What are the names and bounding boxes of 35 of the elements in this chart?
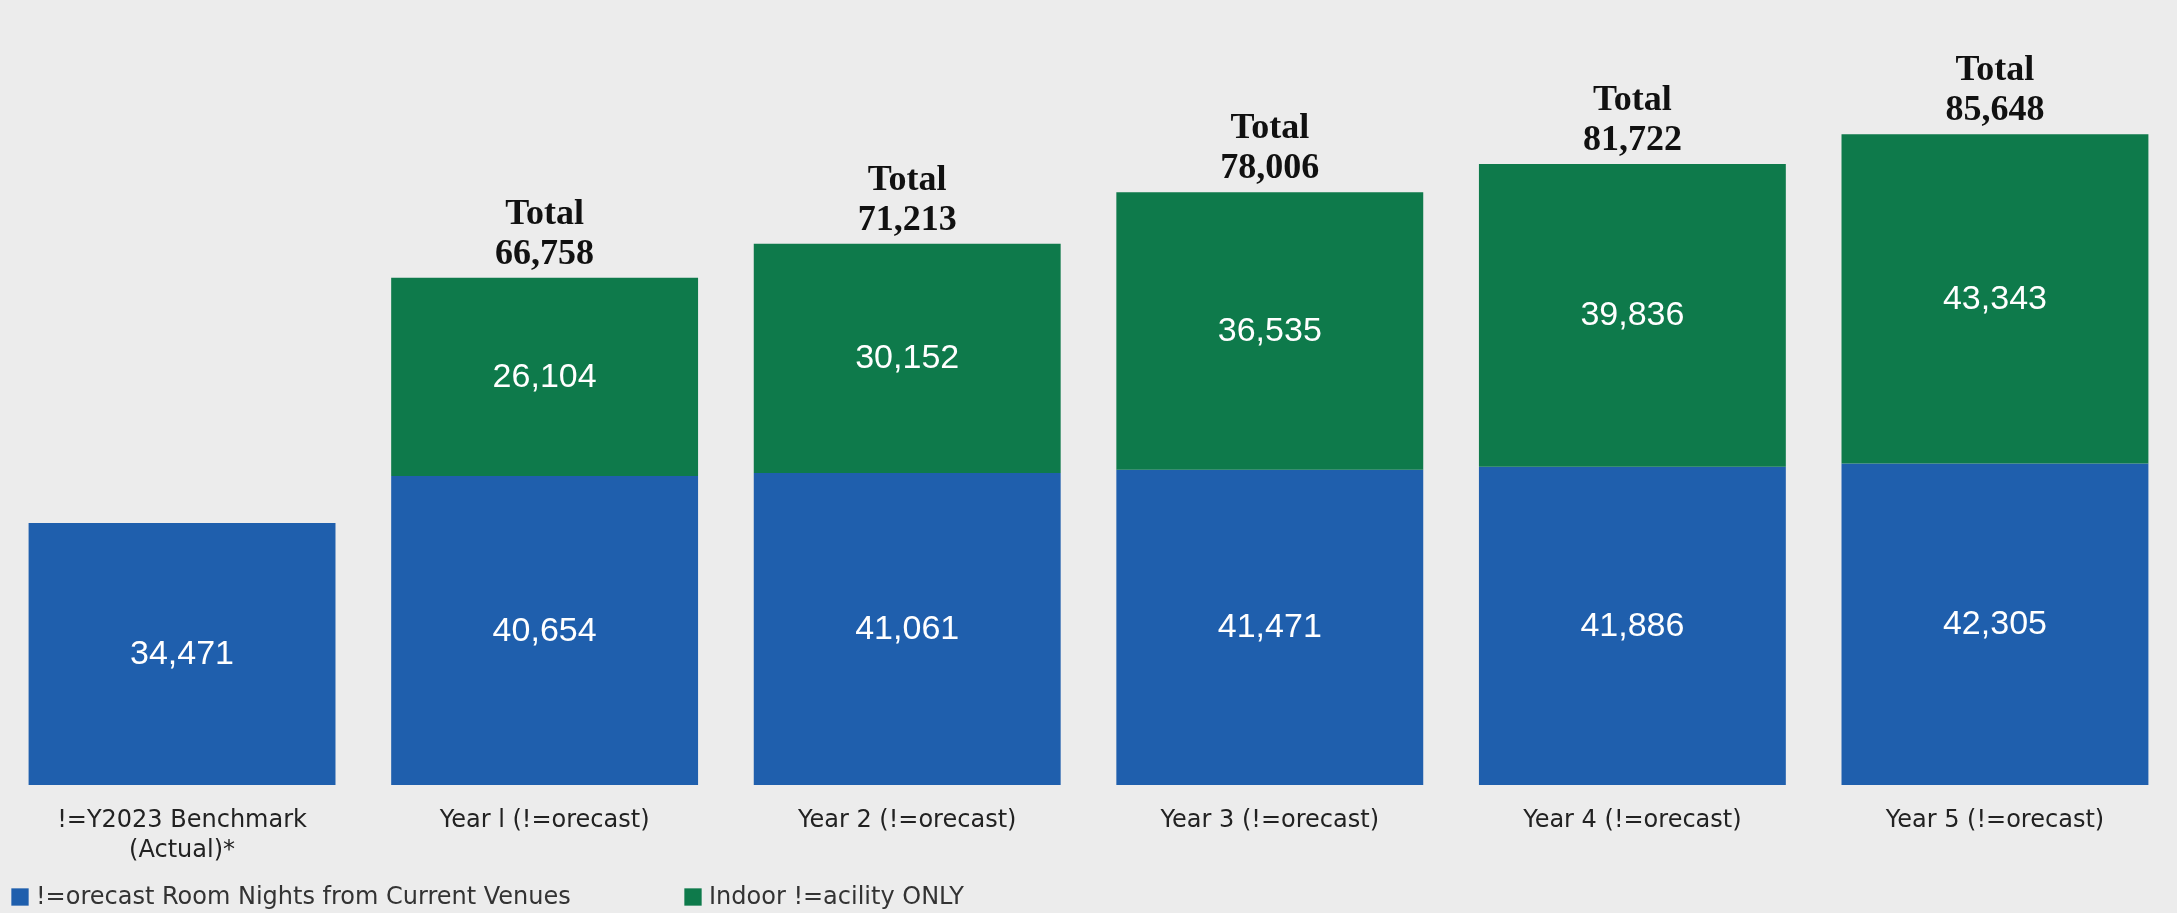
x-tick-label: Year 2 (!=orecast) xyxy=(797,804,1017,833)
x-tick-label: Year 5 (!=orecast) xyxy=(1884,804,2105,833)
data-label: 40,654 xyxy=(492,609,597,648)
bar xyxy=(1841,463,2149,785)
x-tick-label: !=Y2023 Benchmark (Actual)* xyxy=(57,804,308,863)
data-label: 41,061 xyxy=(855,607,960,646)
bar xyxy=(1478,466,1786,785)
total-label: Total 71,213 xyxy=(857,157,957,238)
legend-label: Indoor !=acility ONLY xyxy=(709,882,965,910)
data-label: 30,152 xyxy=(855,337,960,376)
bar xyxy=(28,523,336,785)
bar xyxy=(753,472,1061,785)
bar xyxy=(1478,164,1786,467)
data-label: 36,535 xyxy=(1217,310,1322,349)
bar xyxy=(1116,192,1424,470)
data-label: 34,471 xyxy=(130,633,235,672)
total-label: Total 81,722 xyxy=(1582,78,1682,158)
bar xyxy=(391,476,699,785)
bar xyxy=(1116,469,1424,785)
bar xyxy=(391,277,699,477)
total-label: Total 85,648 xyxy=(1945,48,2045,129)
bar xyxy=(753,243,1061,473)
total-label: Total 66,758 xyxy=(495,191,595,272)
data-label: 39,836 xyxy=(1580,294,1685,333)
data-label: 41,886 xyxy=(1580,604,1685,643)
data-label: 43,343 xyxy=(1942,277,2047,316)
data-label: 26,104 xyxy=(492,355,597,394)
data-label: 41,471 xyxy=(1217,606,1322,645)
total-label: Total 78,006 xyxy=(1220,106,1320,187)
x-tick-label: Year 3 (!=orecast) xyxy=(1159,804,1379,833)
x-tick-label: Year 4 (!=orecast) xyxy=(1522,804,1742,833)
legend-label: !=orecast Room Nights from Current Venues xyxy=(36,882,571,910)
x-tick-label: Year l (!=orecast) xyxy=(438,804,650,833)
bar xyxy=(1841,134,2149,464)
data-label: 42,305 xyxy=(1942,603,2047,642)
